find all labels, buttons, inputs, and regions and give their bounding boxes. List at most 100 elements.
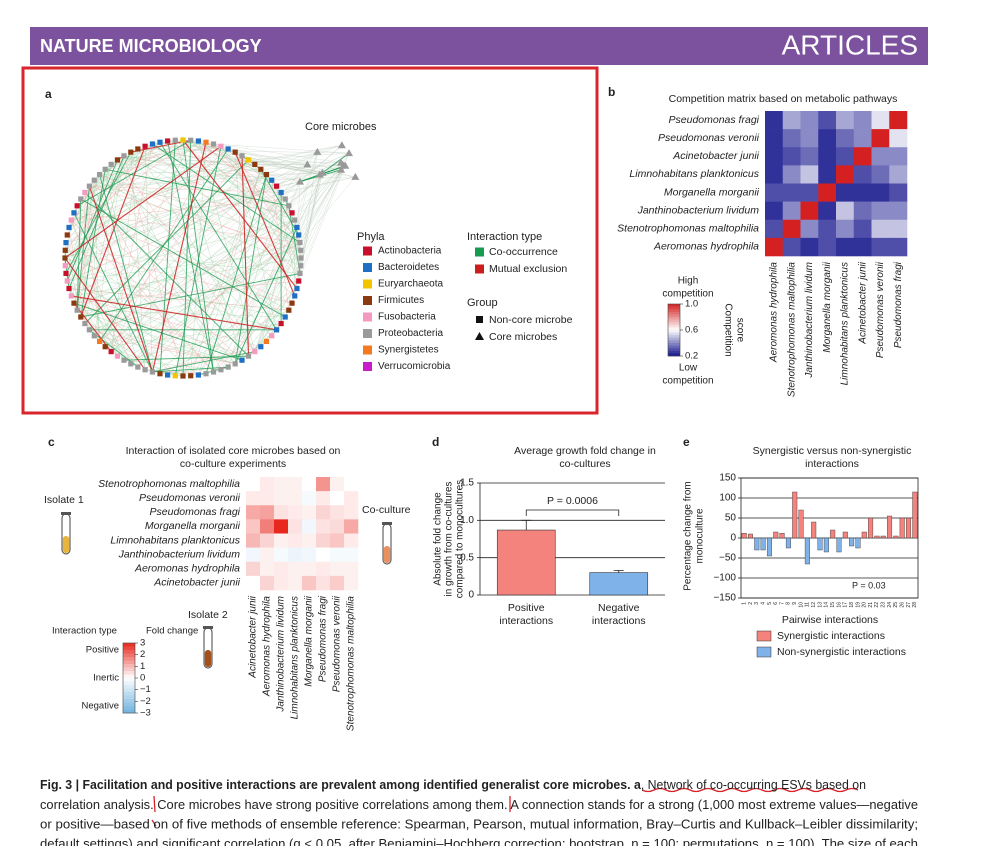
edge bbox=[144, 219, 295, 370]
node bbox=[102, 344, 108, 350]
node bbox=[128, 149, 134, 155]
colorbar-step bbox=[668, 337, 680, 341]
panel-label: d bbox=[432, 435, 439, 449]
edge bbox=[137, 148, 256, 352]
legend-swatch bbox=[363, 362, 372, 371]
x-tick-label: 14 bbox=[824, 602, 830, 608]
edge bbox=[84, 192, 100, 342]
edge bbox=[80, 198, 286, 318]
x-tick-label: interactions bbox=[499, 615, 553, 627]
node bbox=[225, 364, 231, 370]
heat-cell bbox=[765, 111, 784, 130]
heat-cell bbox=[330, 533, 345, 548]
colorbar-tick-label: 0 bbox=[140, 673, 145, 684]
node bbox=[135, 146, 141, 152]
heat-cell bbox=[853, 201, 872, 221]
heat-cell bbox=[836, 129, 855, 148]
legend-label: Positive bbox=[86, 645, 119, 656]
y-axis-label: Percentage change from bbox=[683, 481, 694, 591]
node bbox=[91, 177, 97, 183]
edge bbox=[76, 180, 95, 311]
heat-cell bbox=[302, 547, 317, 563]
node bbox=[252, 349, 258, 355]
node bbox=[180, 373, 186, 379]
colorbar-tick-label: 2 bbox=[140, 649, 145, 660]
annotation: P = 0.0006 bbox=[547, 495, 598, 507]
pen-marks bbox=[151, 795, 511, 827]
heat-cell bbox=[246, 477, 261, 492]
edge bbox=[73, 302, 112, 352]
caption-line: or positive—based on of five methods of … bbox=[40, 817, 918, 831]
colorbar-step bbox=[123, 653, 135, 658]
edge bbox=[71, 295, 277, 331]
colorbar-tick-label: 1 bbox=[140, 661, 145, 672]
x-tick-label: 5 bbox=[767, 602, 773, 605]
colorbar-step bbox=[668, 317, 680, 320]
edge bbox=[167, 140, 323, 173]
heat-cell bbox=[344, 533, 359, 548]
edge bbox=[241, 155, 250, 357]
edge bbox=[234, 174, 267, 364]
edge bbox=[94, 179, 301, 266]
legend-label: Bacteroidetes bbox=[378, 262, 439, 273]
row-label: Limnohabitans planktonicus bbox=[629, 168, 759, 180]
edge bbox=[80, 146, 146, 318]
heat-cell bbox=[871, 219, 890, 239]
edge bbox=[117, 159, 342, 163]
node bbox=[91, 333, 97, 339]
y-tick-label: 150 bbox=[719, 473, 736, 484]
node bbox=[258, 166, 264, 172]
colorbar-step bbox=[668, 353, 680, 357]
heat-cell bbox=[818, 129, 837, 148]
column-label: Pseudomonas fragi bbox=[893, 261, 904, 348]
heat-cell bbox=[871, 147, 890, 166]
heat-cell bbox=[853, 111, 872, 130]
x-tick-label: Positive bbox=[508, 602, 545, 614]
edge bbox=[130, 234, 299, 365]
edge bbox=[71, 295, 261, 348]
edge bbox=[70, 219, 125, 361]
heat-cell bbox=[316, 561, 331, 577]
node bbox=[74, 307, 80, 313]
x-tick-label: 17 bbox=[843, 602, 849, 608]
node bbox=[289, 300, 295, 306]
heat-cell bbox=[246, 561, 261, 577]
bar bbox=[906, 517, 912, 539]
node bbox=[66, 224, 72, 231]
highlight-box bbox=[21, 66, 599, 415]
row-label: Pseudomonas fragi bbox=[669, 114, 760, 126]
colorbar-step bbox=[123, 664, 135, 668]
colorbar-tick-label: −2 bbox=[140, 696, 151, 707]
row-label: Pseudomonas veronii bbox=[139, 492, 241, 504]
significance-bracket bbox=[525, 509, 620, 516]
heat-cell bbox=[302, 519, 317, 534]
colorbar-step bbox=[123, 692, 135, 696]
node bbox=[245, 157, 252, 163]
heat-cell bbox=[800, 237, 819, 257]
core-node bbox=[351, 172, 360, 180]
edge bbox=[105, 145, 343, 347]
tube-cap bbox=[203, 626, 213, 629]
edge bbox=[64, 257, 146, 371]
bar bbox=[912, 491, 918, 539]
node bbox=[71, 210, 77, 216]
colorbar-step bbox=[668, 309, 680, 313]
heat-cell bbox=[782, 201, 801, 221]
node bbox=[149, 141, 156, 147]
heat-cell bbox=[782, 219, 801, 239]
edge bbox=[68, 155, 125, 289]
edge bbox=[99, 179, 272, 342]
edge bbox=[105, 162, 342, 347]
bar bbox=[589, 572, 649, 596]
legend-label: Actinobacteria bbox=[378, 246, 442, 257]
x-tick-label: 16 bbox=[836, 602, 842, 608]
panel-label: e bbox=[683, 435, 690, 449]
heat-cell bbox=[818, 201, 837, 221]
node bbox=[210, 141, 217, 147]
caption-text: , Network of co-occurring ESVs based on bbox=[641, 778, 866, 792]
colorbar-note: competition bbox=[662, 289, 713, 300]
edge bbox=[80, 145, 342, 200]
edge bbox=[76, 198, 82, 311]
edge bbox=[65, 265, 199, 376]
